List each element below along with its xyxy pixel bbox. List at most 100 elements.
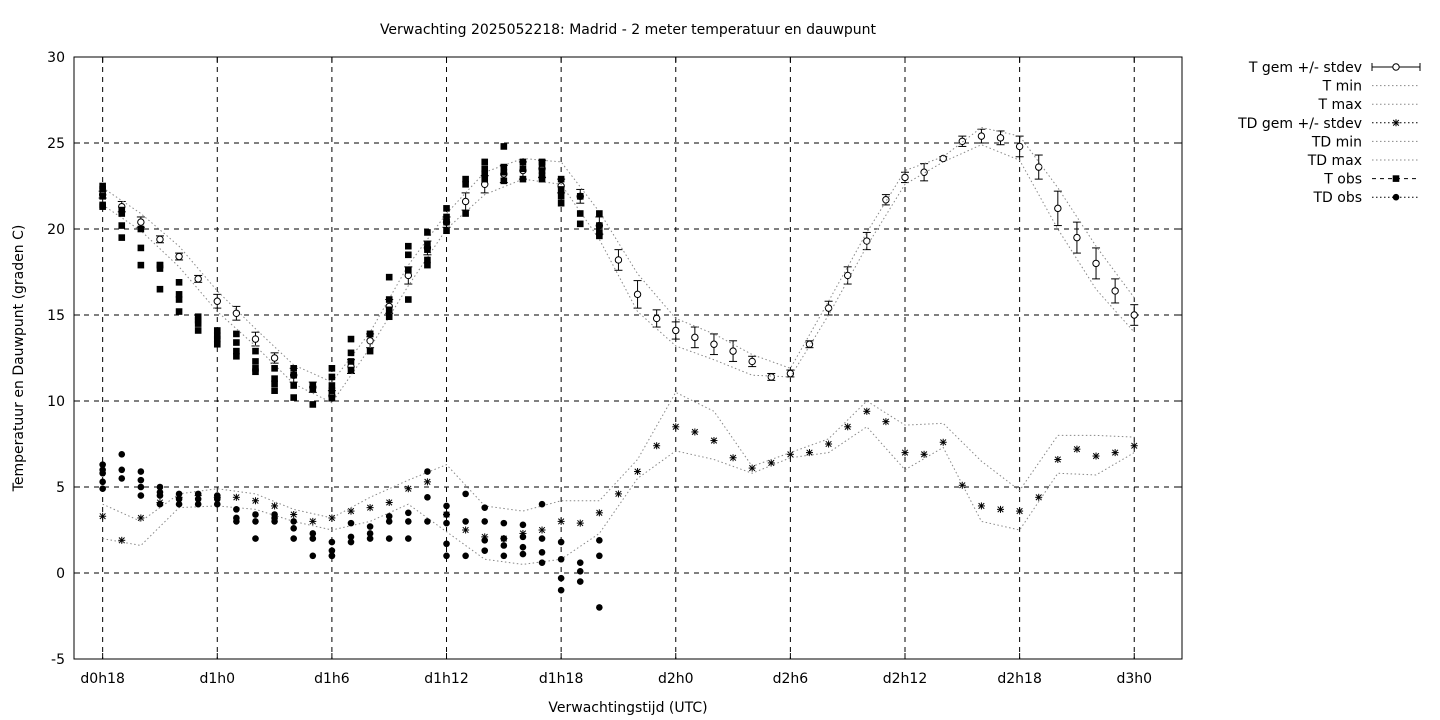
data-point	[175, 252, 183, 261]
data-point	[99, 182, 106, 190]
data-point	[213, 500, 221, 508]
data-point	[576, 193, 584, 200]
asterisk-stroke	[1131, 442, 1138, 449]
asterisk-stroke	[978, 502, 985, 510]
asterisk-stroke	[615, 490, 622, 498]
data-point	[309, 535, 317, 542]
asterisk-stroke	[787, 451, 794, 458]
data-point	[633, 290, 642, 299]
x-tick-label: d1h0	[199, 671, 235, 687]
data-point	[691, 333, 699, 342]
data-point	[825, 440, 833, 448]
data-point	[462, 526, 470, 534]
data-point	[672, 423, 680, 431]
series-line	[102, 144, 1135, 404]
data-point	[194, 495, 202, 503]
legend-marker	[1392, 193, 1400, 201]
legend-label: TD max	[1307, 153, 1362, 169]
legend-label: T obs	[1323, 172, 1362, 188]
data-point	[118, 475, 126, 482]
data-point	[405, 242, 412, 250]
data-point	[481, 547, 489, 554]
data-point	[194, 490, 202, 498]
data-point	[1035, 163, 1043, 171]
data-point	[500, 519, 508, 527]
asterisk-stroke	[691, 428, 699, 436]
data-point	[672, 326, 680, 335]
data-point	[424, 246, 431, 253]
data-point	[863, 237, 871, 245]
data-point	[424, 468, 431, 475]
data-point	[1054, 204, 1062, 213]
data-point	[290, 394, 297, 401]
data-point	[137, 218, 145, 226]
data-point	[194, 327, 202, 334]
data-point	[137, 483, 145, 491]
y-axis-label: Temperatuur en Dauwpunt (graden C)	[11, 225, 27, 493]
data-point	[156, 483, 164, 491]
data-point	[290, 382, 297, 389]
data-point	[175, 308, 183, 315]
data-point	[576, 559, 584, 566]
data-point	[767, 373, 775, 381]
plot-border	[73, 56, 1183, 660]
data-point	[481, 170, 489, 178]
data-point	[424, 229, 431, 236]
data-point	[137, 492, 145, 499]
data-point	[194, 313, 202, 321]
data-point	[309, 530, 317, 537]
data-point	[118, 222, 126, 229]
data-point	[271, 387, 278, 394]
data-point	[500, 542, 508, 549]
data-point	[194, 500, 202, 508]
data-point	[538, 535, 546, 542]
asterisk-stroke	[366, 504, 374, 511]
grid	[74, 57, 1182, 659]
data-point	[462, 175, 469, 183]
data-point	[500, 552, 508, 560]
data-point	[1073, 445, 1081, 453]
data-point	[519, 165, 527, 173]
data-point	[538, 158, 546, 166]
data-point	[252, 511, 259, 518]
asterisk-stroke	[634, 468, 641, 475]
legend-marker	[1392, 63, 1400, 71]
x-tick-label: d3h0	[1116, 671, 1152, 687]
y-tick-label: -5	[51, 652, 65, 668]
data-point	[538, 500, 546, 508]
data-point	[596, 222, 603, 229]
x-tick-label: d2h6	[773, 671, 809, 687]
data-point	[233, 506, 240, 513]
data-point	[290, 518, 297, 525]
data-point	[500, 168, 508, 176]
data-point	[99, 485, 106, 493]
data-point	[175, 291, 183, 298]
data-point	[786, 450, 794, 458]
data-point	[233, 352, 240, 360]
data-point	[213, 327, 221, 334]
asterisk-stroke	[1035, 494, 1042, 501]
data-point	[347, 519, 355, 527]
data-point	[328, 365, 336, 372]
data-point	[538, 559, 546, 566]
y-tick-label: 25	[47, 136, 65, 152]
data-point	[576, 220, 584, 228]
data-point	[844, 423, 852, 431]
data-point	[557, 574, 565, 582]
asterisk-stroke	[290, 511, 297, 518]
data-point	[443, 540, 450, 548]
legend: T gem +/- stdev T min T max TD gem +/- stde…	[1237, 60, 1421, 206]
data-point	[99, 186, 106, 193]
data-point	[137, 468, 145, 475]
data-point	[481, 537, 489, 544]
chart-title: Verwachting 2025052218: Madrid - 2 meter…	[380, 22, 877, 38]
asterisk-stroke	[825, 440, 832, 448]
data-point	[213, 340, 221, 348]
asterisk-stroke	[386, 499, 393, 506]
data-point	[137, 225, 145, 233]
data-point	[729, 347, 737, 355]
data-point	[118, 451, 126, 458]
axes	[73, 56, 1183, 660]
data-point	[538, 549, 546, 556]
data-point	[519, 175, 527, 183]
